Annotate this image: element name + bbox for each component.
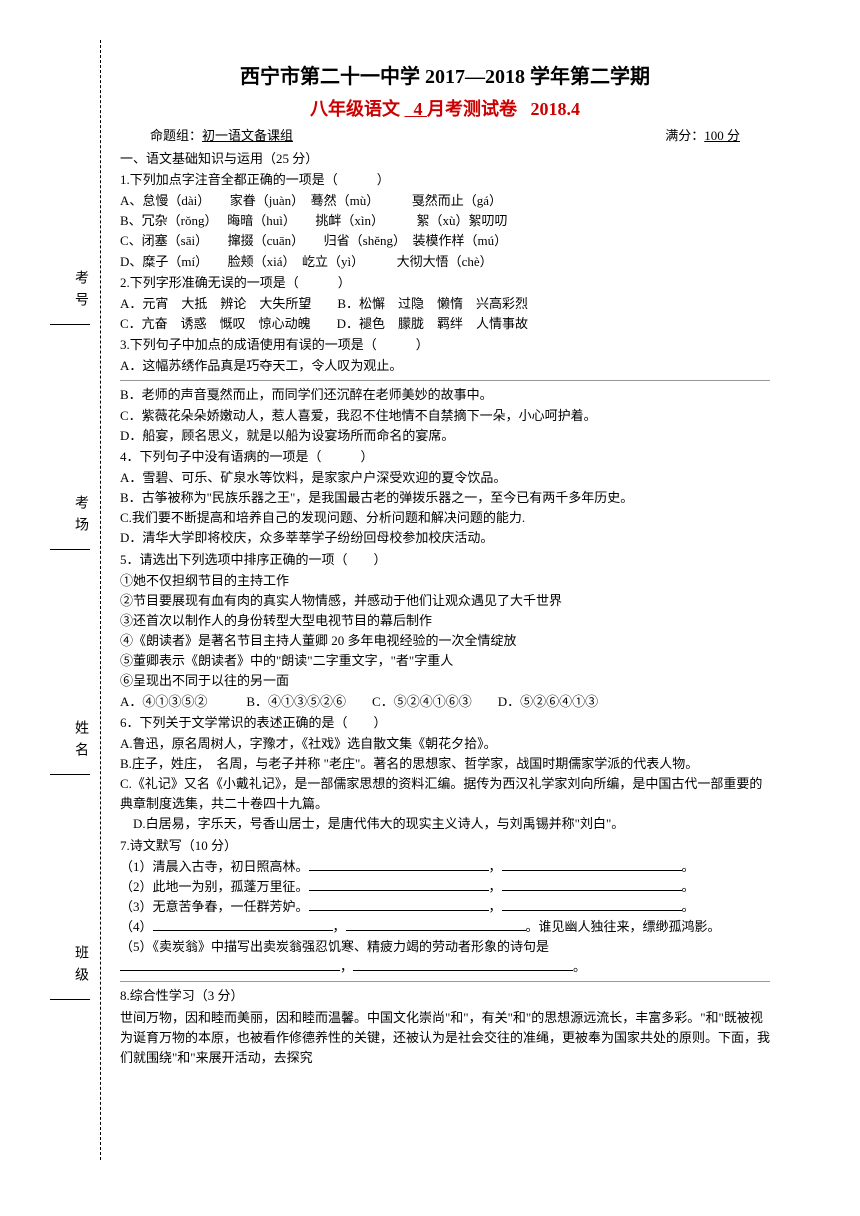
q3-a: A．这幅苏绣作品真是巧夺天工，令人叹为观止。	[120, 356, 770, 376]
q7-5: （5）《卖炭翁》中描写出卖炭翁强忍饥寒、精疲力竭的劳动者形象的诗句是	[120, 937, 770, 957]
side-class: 班级	[50, 935, 90, 1000]
q6-d: D.白居易，字乐天，号香山居士，是唐代伟大的现实主义诗人，与刘禹锡并称"刘白"。	[120, 814, 770, 834]
q8-stem: 8.综合性学习（3 分）	[120, 986, 770, 1006]
meta-line: 命题组：初一语文备课组 满分：100 分	[120, 125, 770, 144]
q3-stem: 3.下列句子中加点的成语使用有误的一项是（ ）	[120, 335, 770, 355]
section1-title: 一、语文基础知识与运用（25 分）	[120, 148, 770, 167]
q6-a: A.鲁迅，原名周树人，字豫才，《社戏》选自散文集《朝花夕拾》。	[120, 734, 770, 754]
q2-cd: C．亢奋 诱惑 慨叹 惊心动魄 D．褪色 朦胧 羁绊 人情事故	[120, 314, 770, 334]
q5-l4: ④《朗读者》是著名节目主持人董卿 20 多年电视经验的一次全情绽放	[120, 631, 770, 651]
title-line2: 八年级语文 4 月考测试卷 2018.4	[120, 95, 770, 121]
title-subject: 八年级语文	[310, 99, 400, 119]
q6-b: B.庄子，姓庄， 名周，与老子并称 "老庄"。著名的思想家、哲学家，战国时期儒家…	[120, 754, 770, 774]
q7-5-blank: ，。	[120, 957, 770, 977]
q5-stem: 5．请选出下列选项中排序正确的一项（ ）	[120, 550, 770, 570]
group-value: 初一语文备课组	[202, 128, 293, 143]
q1-c: C、闭塞（sāi） 撺掇（cuān） 归省（shěng） 装模作样（mú）	[120, 231, 770, 251]
blank	[153, 917, 333, 931]
divider	[120, 380, 770, 381]
score-label: 满分：	[665, 128, 704, 143]
blank	[502, 857, 682, 871]
q4-stem: 4．下列句子中没有语病的一项是（ ）	[120, 447, 770, 467]
q3-c: C．紫薇花朵朵娇嫩动人，惹人喜爱，我忍不住地情不自禁摘下一朵，小心呵护着。	[120, 406, 770, 426]
q7-4: （4），。谁见幽人独往来，缥缈孤鸿影。	[120, 917, 770, 937]
side-name: 姓名	[50, 710, 90, 775]
blank	[309, 857, 489, 871]
q7-2: （2）此地一为别，孤蓬万里征。，。	[120, 877, 770, 897]
q5-opts: A．④①③⑤② B．④①③⑤②⑥ C．⑤②④①⑥③ D．⑤②⑥④①③	[120, 692, 770, 712]
q6-c: C.《礼记》又名《小戴礼记》，是一部儒家思想的资料汇编。据传为西汉礼学家刘向所编…	[120, 774, 770, 814]
binding-line	[100, 40, 102, 1160]
blank	[502, 897, 682, 911]
q3-b: B．老师的声音戛然而止，而同学们还沉醉在老师美妙的故事中。	[120, 385, 770, 405]
q7-1: （1）清晨入古寺，初日照高林。，。	[120, 857, 770, 877]
title-examtype: 月考测试卷	[427, 99, 517, 119]
q5-l5: ⑤董卿表示《朗读者》中的"朗读"二字重文字，"者"字重人	[120, 651, 770, 671]
q4-d: D．清华大学即将校庆，众多莘莘学子纷纷回母校参加校庆活动。	[120, 528, 770, 548]
title-month: 4	[414, 99, 423, 119]
q1-b: B、冗杂（rǒng） 晦暗（huì） 挑衅（xìn） 絮（xù）絮叨叨	[120, 211, 770, 231]
q2-ab: A．元宵 大抵 辨论 大失所望 B．松懈 过隐 懒惰 兴高彩烈	[120, 294, 770, 314]
q2-stem: 2.下列字形准确无误的一项是（ ）	[120, 273, 770, 293]
q4-b: B．古筝被称为"民族乐器之王"，是我国最古老的弹拨乐器之一，至今已有两千多年历史…	[120, 488, 770, 508]
q7-stem: 7.诗文默写（10 分）	[120, 836, 770, 856]
blank	[309, 897, 489, 911]
q1-stem: 1.下列加点字注音全都正确的一项是（ ）	[120, 170, 770, 190]
side-examroom: 考场	[50, 485, 90, 550]
blank	[353, 957, 573, 971]
blank	[120, 957, 340, 971]
divider	[120, 981, 770, 982]
score-value: 100 分	[704, 128, 740, 143]
q4-c: C.我们要不断提高和培养自己的发现问题、分析问题和解决问题的能力.	[120, 508, 770, 528]
q8-p: 世间万物，因和睦而美丽，因和睦而温馨。中国文化崇尚"和"，有关"和"的思想源远流…	[120, 1008, 770, 1068]
title-line1: 西宁市第二十一中学 2017—2018 学年第二学期	[120, 60, 770, 89]
q4-a: A．雪碧、可乐、矿泉水等饮料，是家家户户深受欢迎的夏令饮品。	[120, 468, 770, 488]
group-label: 命题组：	[150, 128, 202, 143]
q6-stem: 6．下列关于文学常识的表述正确的是（ ）	[120, 713, 770, 733]
q3-d: D．船宴，顾名思义，就是以船为设宴场所而命名的宴席。	[120, 426, 770, 446]
blank	[502, 877, 682, 891]
q5-l1: ①她不仅担纲节目的主持工作	[120, 571, 770, 591]
q5-l6: ⑥呈现出不同于以往的另一面	[120, 671, 770, 691]
blank	[346, 917, 526, 931]
side-examno: 考号	[50, 260, 90, 325]
side-labels: 考号 考场 姓名 班级	[50, 180, 90, 1080]
q7-3: （3）无意苦争春，一任群芳妒。，。	[120, 897, 770, 917]
q1-a: A、怠慢（dài） 家眷（juàn） 蓦然（mù） 戛然而止（gá）	[120, 191, 770, 211]
q5-l3: ③还首次以制作人的身份转型大型电视节目的幕后制作	[120, 611, 770, 631]
q5-l2: ②节目要展现有血有肉的真实人物情感，并感动于他们让观众遇见了大千世界	[120, 591, 770, 611]
blank	[309, 877, 489, 891]
q1-d: D、糜子（mí） 脸颊（xiá） 屹立（yì） 大彻大悟（chè）	[120, 252, 770, 272]
title-date: 2018.4	[531, 99, 581, 119]
